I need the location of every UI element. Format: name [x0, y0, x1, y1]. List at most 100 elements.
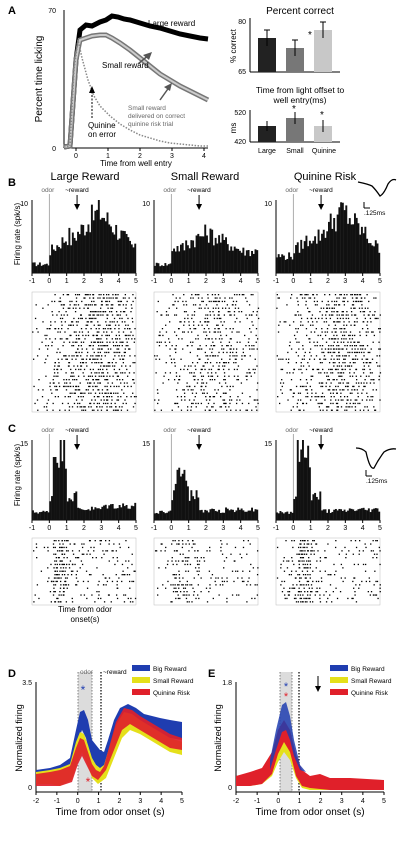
- raster-tick: [175, 297, 177, 299]
- hist-bar: [352, 224, 355, 273]
- raster-tick: [325, 601, 328, 603]
- raster-tick: [109, 365, 111, 367]
- raster-tick: [288, 591, 291, 593]
- raster-tick: [162, 584, 164, 586]
- raster-tick: [96, 372, 98, 374]
- raster-tick: [236, 594, 238, 596]
- raster-tick: [231, 570, 234, 572]
- hist-bar: [178, 467, 181, 520]
- raster-tick: [174, 577, 176, 579]
- raster-tick: [354, 594, 356, 596]
- raster-tick: [64, 396, 66, 398]
- raster-tick: [72, 379, 74, 381]
- hist-bar: [85, 509, 88, 520]
- raster-tick: [173, 379, 176, 381]
- raster-tick: [61, 553, 64, 555]
- hist-bar: [252, 511, 255, 520]
- raster-tick: [202, 300, 205, 303]
- raster-tick: [197, 379, 199, 381]
- hist-bar: [173, 490, 175, 520]
- raster-tick: [83, 543, 85, 545]
- raster-tick: [348, 550, 350, 552]
- raster-tick: [219, 396, 222, 398]
- raster-tick: [342, 580, 344, 583]
- raster-tick: [353, 314, 356, 316]
- raster-tick: [111, 331, 113, 333]
- raster-tick: [94, 385, 97, 388]
- raster-tick: [280, 584, 282, 586]
- raster-tick: [68, 379, 70, 381]
- raster-tick: [105, 584, 107, 586]
- raster-tick: [111, 580, 114, 583]
- raster-tick: [355, 355, 357, 357]
- b-title-large: Large Reward: [50, 171, 119, 183]
- raster-tick: [221, 307, 224, 309]
- hist-xtick-label: 2: [82, 525, 86, 532]
- hist-bar: [354, 213, 356, 273]
- raster-tick: [117, 392, 119, 394]
- raster-tick: [256, 311, 258, 313]
- raster-tick: [340, 392, 342, 394]
- raster-tick: [54, 574, 56, 576]
- raster-tick: [329, 574, 331, 576]
- raster-tick: [355, 300, 357, 303]
- raster-tick: [127, 345, 129, 347]
- raster-tick: [110, 402, 112, 405]
- raster-tick: [77, 580, 79, 583]
- raster-tick: [347, 314, 349, 316]
- raster-tick: [106, 334, 109, 337]
- raster-tick: [217, 331, 219, 333]
- raster-tick: [378, 355, 381, 357]
- raster-tick: [62, 543, 64, 545]
- raster-tick: [130, 396, 132, 398]
- raster-tick: [374, 311, 376, 313]
- raster-tick: [69, 560, 72, 562]
- raster-tick: [182, 300, 184, 303]
- raster-tick: [307, 362, 309, 364]
- raster-tick: [229, 389, 231, 391]
- raster-tick: [367, 591, 369, 593]
- raster-tick: [216, 317, 218, 320]
- raster-tick: [57, 328, 60, 330]
- hist-bar: [242, 247, 245, 273]
- raster-tick: [112, 297, 114, 299]
- raster-tick: [337, 368, 339, 371]
- raster-tick: [33, 385, 35, 388]
- raster-tick: [286, 560, 288, 562]
- raster-tick: [379, 399, 381, 401]
- raster-tick: [186, 580, 188, 583]
- raster-tick: [209, 311, 211, 313]
- raster-tick: [345, 314, 347, 316]
- raster-tick: [116, 375, 119, 377]
- raster-tick: [56, 314, 58, 316]
- raster-tick: [347, 597, 349, 600]
- raster-tick: [81, 399, 83, 401]
- raster-tick: [93, 546, 95, 549]
- hist-bar: [33, 262, 36, 273]
- raster-tick: [132, 406, 135, 408]
- raster-tick: [232, 351, 234, 354]
- raster-tick: [108, 594, 110, 596]
- raster-tick: [51, 311, 53, 313]
- raster-tick: [62, 385, 65, 388]
- raster-tick: [106, 375, 108, 377]
- raster-tick: [233, 294, 236, 296]
- raster-tick: [97, 584, 99, 586]
- raster-tick: [315, 328, 317, 330]
- raster-tick: [220, 317, 222, 320]
- raster-tick: [175, 345, 177, 347]
- raster-tick: [363, 385, 365, 388]
- raster-tick: [338, 382, 340, 384]
- raster-tick: [171, 345, 173, 347]
- hist-bar: [216, 243, 219, 273]
- raster-tick: [75, 334, 78, 337]
- raster-tick: [252, 311, 254, 313]
- raster-tick: [165, 324, 167, 326]
- raster-tick: [326, 409, 328, 411]
- raster-tick: [354, 348, 356, 350]
- raster-tick: [188, 543, 190, 545]
- raster-tick: [347, 341, 349, 343]
- raster-tick: [309, 560, 311, 562]
- raster-tick: [185, 311, 187, 313]
- raster-tick: [220, 321, 222, 323]
